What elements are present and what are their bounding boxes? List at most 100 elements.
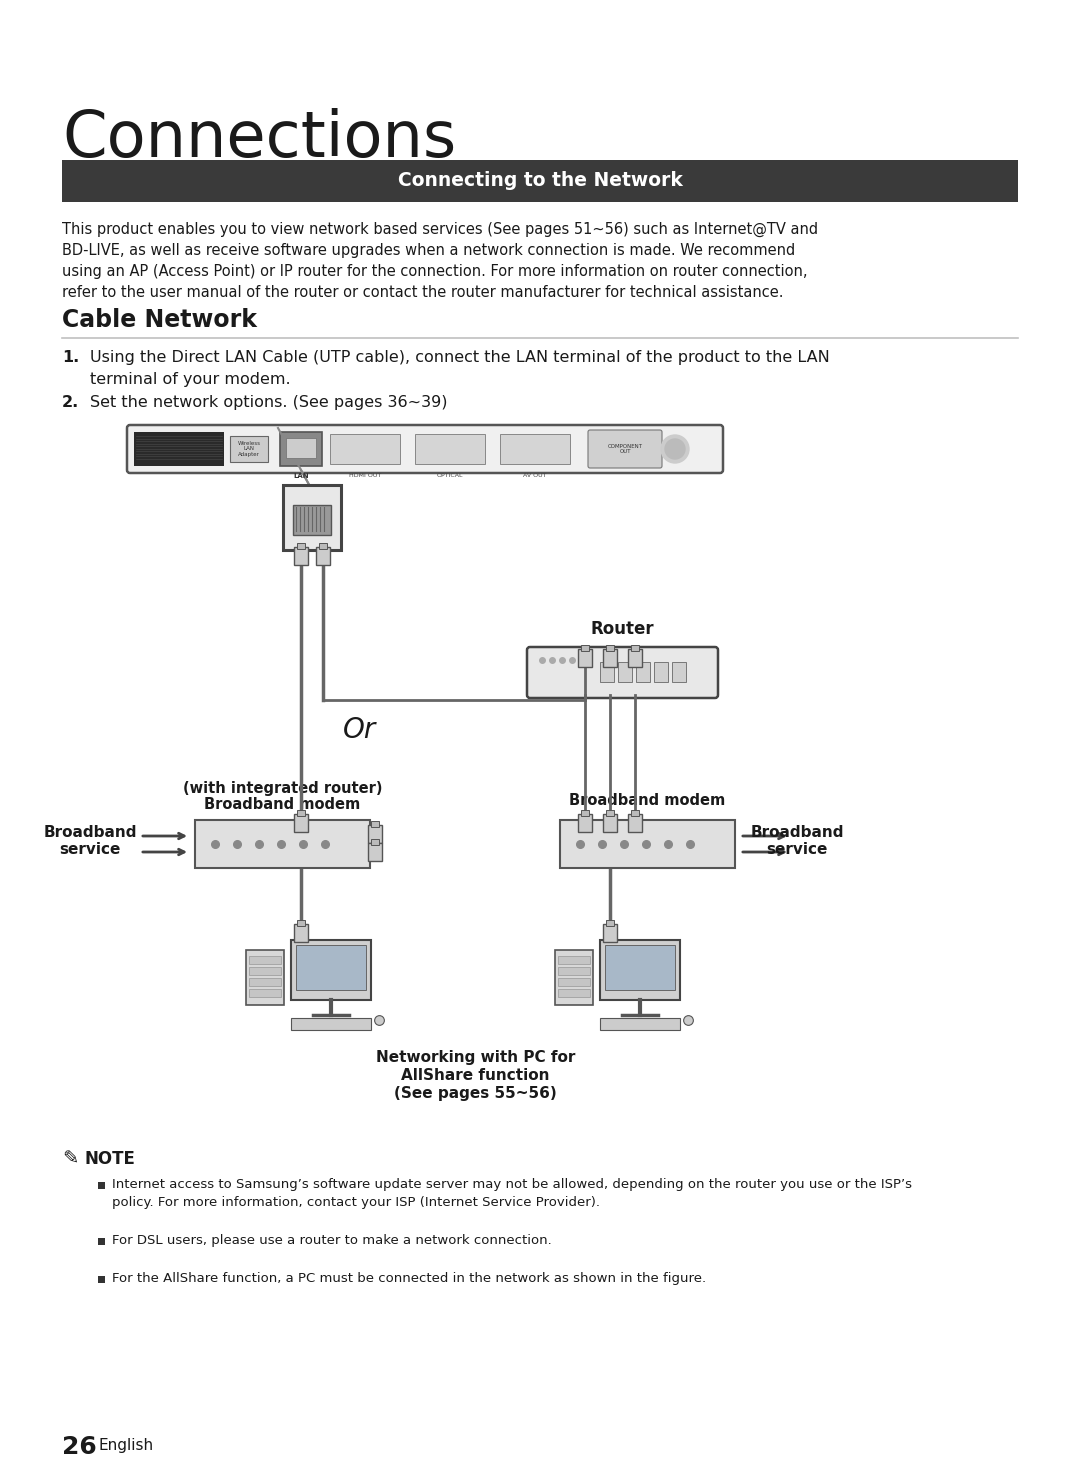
- Text: terminal of your modem.: terminal of your modem.: [90, 372, 291, 387]
- FancyBboxPatch shape: [500, 434, 570, 464]
- FancyBboxPatch shape: [606, 809, 615, 815]
- FancyBboxPatch shape: [600, 939, 680, 1000]
- Text: Broadband: Broadband: [43, 826, 137, 840]
- Text: service: service: [767, 842, 827, 857]
- FancyBboxPatch shape: [605, 945, 675, 990]
- FancyBboxPatch shape: [558, 956, 590, 964]
- FancyBboxPatch shape: [603, 925, 617, 942]
- FancyBboxPatch shape: [527, 647, 718, 699]
- Text: AV OUT: AV OUT: [523, 473, 546, 479]
- Text: Broadband: Broadband: [751, 826, 843, 840]
- FancyBboxPatch shape: [98, 1238, 105, 1245]
- FancyBboxPatch shape: [294, 814, 308, 832]
- FancyBboxPatch shape: [230, 436, 268, 462]
- FancyBboxPatch shape: [246, 950, 284, 1004]
- FancyBboxPatch shape: [98, 1182, 105, 1189]
- Text: NOTE: NOTE: [85, 1151, 136, 1168]
- FancyBboxPatch shape: [618, 662, 632, 682]
- FancyBboxPatch shape: [558, 990, 590, 997]
- FancyBboxPatch shape: [636, 662, 650, 682]
- Text: Set the network options. (See pages 36~39): Set the network options. (See pages 36~3…: [90, 394, 447, 411]
- FancyBboxPatch shape: [62, 160, 1018, 202]
- FancyBboxPatch shape: [319, 544, 327, 549]
- FancyBboxPatch shape: [134, 431, 224, 467]
- Text: (with integrated router): (with integrated router): [183, 781, 382, 796]
- Text: Connections: Connections: [62, 108, 456, 170]
- Text: Broadband modem: Broadband modem: [569, 793, 726, 808]
- Text: Cable Network: Cable Network: [62, 309, 257, 332]
- Text: English: English: [98, 1439, 153, 1453]
- FancyBboxPatch shape: [600, 1018, 680, 1029]
- FancyBboxPatch shape: [558, 967, 590, 975]
- FancyBboxPatch shape: [578, 814, 592, 832]
- Text: Using the Direct LAN Cable (UTP cable), connect the LAN terminal of the product : Using the Direct LAN Cable (UTP cable), …: [90, 350, 829, 365]
- FancyBboxPatch shape: [654, 662, 669, 682]
- FancyBboxPatch shape: [296, 945, 366, 990]
- FancyBboxPatch shape: [249, 978, 281, 987]
- Text: service: service: [59, 842, 121, 857]
- Text: OPTICAL: OPTICAL: [436, 473, 463, 479]
- FancyBboxPatch shape: [293, 505, 330, 535]
- FancyBboxPatch shape: [283, 484, 341, 549]
- FancyBboxPatch shape: [286, 439, 316, 458]
- Text: ✎: ✎: [62, 1151, 79, 1168]
- FancyBboxPatch shape: [631, 809, 639, 815]
- FancyBboxPatch shape: [330, 434, 400, 464]
- FancyBboxPatch shape: [249, 967, 281, 975]
- FancyBboxPatch shape: [294, 925, 308, 942]
- Text: refer to the user manual of the router or contact the router manufacturer for te: refer to the user manual of the router o…: [62, 285, 783, 300]
- FancyBboxPatch shape: [249, 956, 281, 964]
- Text: For DSL users, please use a router to make a network connection.: For DSL users, please use a router to ma…: [112, 1233, 552, 1247]
- Text: BD-LIVE, as well as receive software upgrades when a network connection is made.: BD-LIVE, as well as receive software upg…: [62, 244, 795, 258]
- FancyBboxPatch shape: [297, 544, 305, 549]
- Text: Networking with PC for: Networking with PC for: [376, 1050, 576, 1065]
- FancyBboxPatch shape: [127, 425, 723, 473]
- Text: Broadband modem: Broadband modem: [204, 798, 361, 812]
- FancyBboxPatch shape: [316, 546, 330, 566]
- FancyBboxPatch shape: [606, 920, 615, 926]
- FancyBboxPatch shape: [672, 662, 686, 682]
- Text: 26: 26: [62, 1436, 97, 1459]
- Text: This product enables you to view network based services (See pages 51~56) such a: This product enables you to view network…: [62, 222, 819, 238]
- FancyBboxPatch shape: [294, 546, 308, 566]
- FancyBboxPatch shape: [372, 839, 379, 845]
- Text: Internet access to Samsung’s software update server may not be allowed, dependin: Internet access to Samsung’s software up…: [112, 1179, 912, 1190]
- Text: policy. For more information, contact your ISP (Internet Service Provider).: policy. For more information, contact yo…: [112, 1196, 600, 1210]
- FancyBboxPatch shape: [195, 820, 370, 868]
- Circle shape: [661, 436, 689, 462]
- FancyBboxPatch shape: [603, 648, 617, 668]
- Text: 2.: 2.: [62, 394, 79, 411]
- FancyBboxPatch shape: [372, 821, 379, 827]
- FancyBboxPatch shape: [627, 814, 642, 832]
- FancyBboxPatch shape: [291, 1018, 372, 1029]
- Text: AllShare function: AllShare function: [402, 1068, 550, 1083]
- Text: Connecting to the Network: Connecting to the Network: [397, 171, 683, 191]
- Text: LAN: LAN: [293, 473, 309, 479]
- FancyBboxPatch shape: [368, 826, 382, 843]
- FancyBboxPatch shape: [558, 978, 590, 987]
- FancyBboxPatch shape: [249, 990, 281, 997]
- Text: (See pages 55~56): (See pages 55~56): [394, 1086, 557, 1100]
- FancyBboxPatch shape: [291, 939, 372, 1000]
- FancyBboxPatch shape: [297, 809, 305, 815]
- FancyBboxPatch shape: [631, 645, 639, 651]
- FancyBboxPatch shape: [606, 645, 615, 651]
- Text: COMPONENT
OUT: COMPONENT OUT: [607, 443, 643, 455]
- FancyBboxPatch shape: [600, 662, 615, 682]
- FancyBboxPatch shape: [297, 920, 305, 926]
- FancyBboxPatch shape: [578, 648, 592, 668]
- FancyBboxPatch shape: [603, 814, 617, 832]
- Text: Router: Router: [591, 620, 654, 638]
- Text: For the AllShare function, a PC must be connected in the network as shown in the: For the AllShare function, a PC must be …: [112, 1272, 706, 1285]
- Text: using an AP (Access Point) or IP router for the connection. For more information: using an AP (Access Point) or IP router …: [62, 264, 808, 279]
- Text: Or: Or: [343, 716, 377, 744]
- FancyBboxPatch shape: [561, 820, 735, 868]
- FancyBboxPatch shape: [581, 645, 589, 651]
- Text: 1.: 1.: [62, 350, 79, 365]
- FancyBboxPatch shape: [368, 843, 382, 861]
- Circle shape: [665, 439, 685, 459]
- FancyBboxPatch shape: [98, 1276, 105, 1284]
- FancyBboxPatch shape: [280, 431, 322, 467]
- Text: HDMI OUT: HDMI OUT: [349, 473, 381, 479]
- FancyBboxPatch shape: [415, 434, 485, 464]
